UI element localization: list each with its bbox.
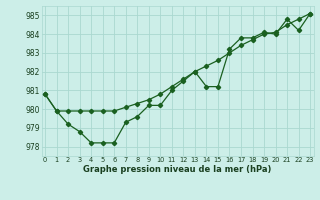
X-axis label: Graphe pression niveau de la mer (hPa): Graphe pression niveau de la mer (hPa) [84, 165, 272, 174]
